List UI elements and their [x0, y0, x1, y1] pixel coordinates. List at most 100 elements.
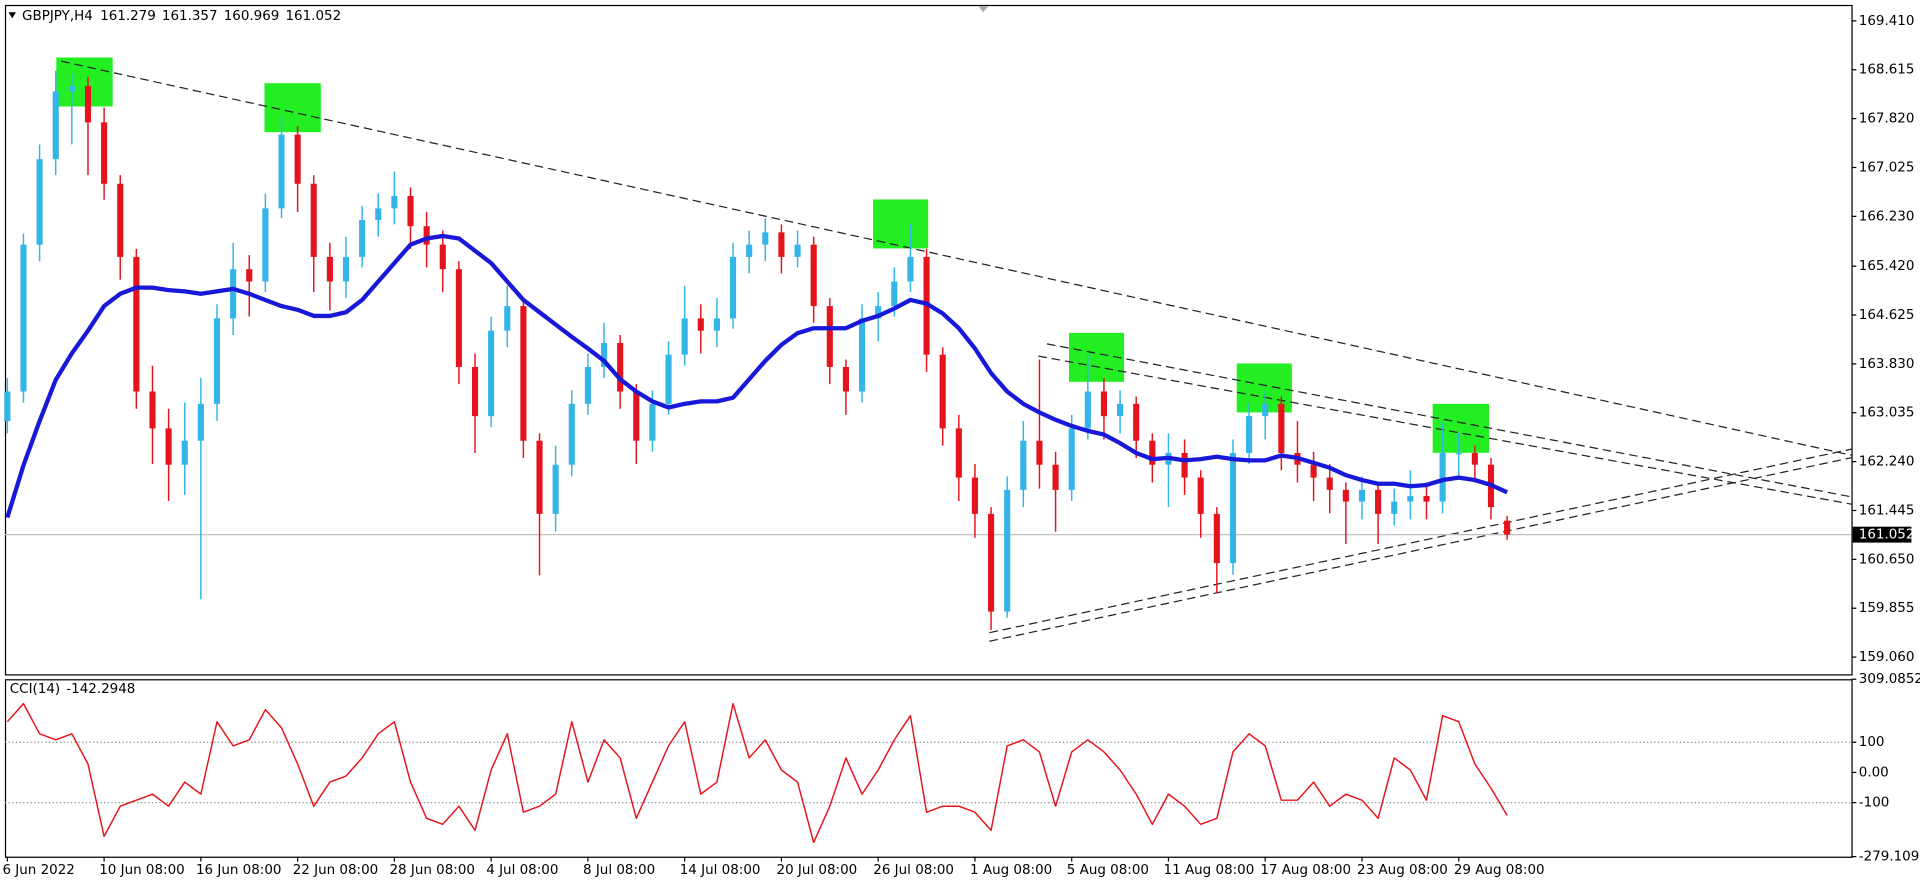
candle-body — [939, 354, 946, 429]
candle-body — [1084, 391, 1091, 429]
y-tick-label: 161.445 — [1859, 503, 1915, 518]
x-tick-label: 29 Aug 08:00 — [1454, 863, 1545, 878]
candle-body — [1423, 496, 1430, 502]
candle-body — [407, 196, 414, 227]
candle-body — [359, 220, 366, 257]
candle-body — [1229, 453, 1237, 564]
candle-body — [617, 342, 624, 392]
candle-body — [423, 226, 430, 245]
candle-body — [971, 477, 978, 514]
trend-line — [61, 60, 1852, 456]
candle-body — [117, 183, 124, 257]
last-price-tag — [1852, 526, 1912, 543]
candle-body — [1262, 403, 1269, 417]
last-price-label: 161.052 — [1859, 528, 1915, 543]
candle-body — [568, 403, 575, 465]
candle-body — [68, 86, 75, 92]
candle-body — [778, 232, 785, 257]
candle-body — [278, 134, 285, 209]
highlight-box — [1432, 403, 1489, 453]
candle-body — [842, 366, 849, 392]
price-panel-frame — [4, 4, 1853, 676]
candle-body — [891, 281, 898, 307]
y-tick-label: 164.625 — [1859, 308, 1915, 323]
candle-body — [1358, 489, 1366, 502]
x-tick-label: 26 Jul 08:00 — [873, 863, 954, 878]
y-tick-label: 168.615 — [1859, 63, 1915, 78]
cci-line — [6, 702, 1508, 844]
x-tick-label: 17 Aug 08:00 — [1260, 863, 1351, 878]
cci-name: CCI(14) — [10, 682, 60, 697]
y-tick-label: 159.060 — [1859, 650, 1915, 665]
y-tick-label: 166.230 — [1859, 209, 1915, 224]
y-tick-label: 160.650 — [1859, 552, 1915, 567]
candle-body — [197, 403, 204, 441]
last-high: 161.357 — [162, 9, 218, 24]
y-tick-label: 100 — [1859, 735, 1885, 750]
candle-body — [875, 306, 882, 319]
shift-marker — [978, 6, 989, 13]
candle-body — [504, 306, 511, 331]
candle-body — [213, 318, 221, 404]
candle-body — [810, 244, 817, 307]
candle-body — [729, 256, 737, 319]
candle-body — [1391, 501, 1398, 514]
trend-line — [989, 457, 1852, 642]
y-tick-label: 159.855 — [1859, 601, 1915, 616]
candle-body — [794, 244, 801, 257]
candle-body — [133, 256, 140, 392]
candle-body — [1342, 489, 1349, 502]
candle-body — [1181, 453, 1188, 478]
candle-body — [907, 256, 914, 282]
candle-body — [600, 342, 608, 367]
candle-body — [101, 122, 108, 184]
symbol: GBPJPY,H4 — [22, 9, 93, 24]
x-tick-label: 4 Jul 08:00 — [486, 863, 558, 878]
candle-body — [1455, 453, 1462, 455]
candle-body — [471, 366, 479, 417]
candle-body — [294, 134, 301, 184]
candle-body — [439, 244, 446, 270]
candle-body — [988, 513, 995, 612]
candle-body — [1504, 520, 1511, 535]
candle-body — [52, 91, 59, 160]
candle-body — [1036, 440, 1043, 465]
candle-body — [1471, 453, 1478, 465]
candle-body — [391, 196, 398, 209]
candle-body — [1375, 489, 1382, 514]
y-tick-label: -279.1099 — [1859, 850, 1920, 865]
candle-body — [633, 391, 640, 441]
candle-body — [1004, 489, 1011, 612]
candle-body — [1020, 440, 1027, 490]
y-tick-label: 309.0852 — [1859, 672, 1920, 687]
candle-body — [326, 256, 333, 282]
y-tick-label: 0.00 — [1859, 765, 1889, 780]
candle-body — [375, 208, 382, 221]
candle-body — [310, 183, 317, 257]
highlight-box — [56, 57, 113, 107]
candle-body — [681, 318, 688, 355]
y-tick-label: 167.025 — [1859, 160, 1915, 175]
chart-header: GBPJPY,H4 161.279 161.357 160.969 161.052 — [22, 9, 341, 24]
candle-body — [649, 403, 656, 441]
candle-body — [746, 244, 753, 257]
y-tick-label: 162.240 — [1859, 455, 1915, 470]
x-tick-label: 1 Aug 08:00 — [970, 863, 1052, 878]
x-tick-label: 22 Jun 08:00 — [293, 863, 378, 878]
candle-body — [488, 330, 495, 417]
candle-body — [1213, 513, 1220, 564]
y-tick-label: 163.035 — [1859, 406, 1915, 421]
candle-body — [262, 208, 269, 282]
x-tick-label: 14 Jul 08:00 — [680, 863, 761, 878]
candle-body — [826, 306, 833, 367]
candle-body — [181, 440, 188, 465]
candle-body — [1133, 403, 1140, 441]
x-tick-label: 5 Aug 08:00 — [1067, 863, 1149, 878]
candle-body — [342, 256, 350, 282]
trend-line — [1046, 343, 1852, 498]
x-tick-label: 20 Jul 08:00 — [777, 863, 858, 878]
candle-body — [665, 354, 672, 404]
candle-body — [1278, 403, 1285, 454]
candle-body — [165, 428, 172, 465]
